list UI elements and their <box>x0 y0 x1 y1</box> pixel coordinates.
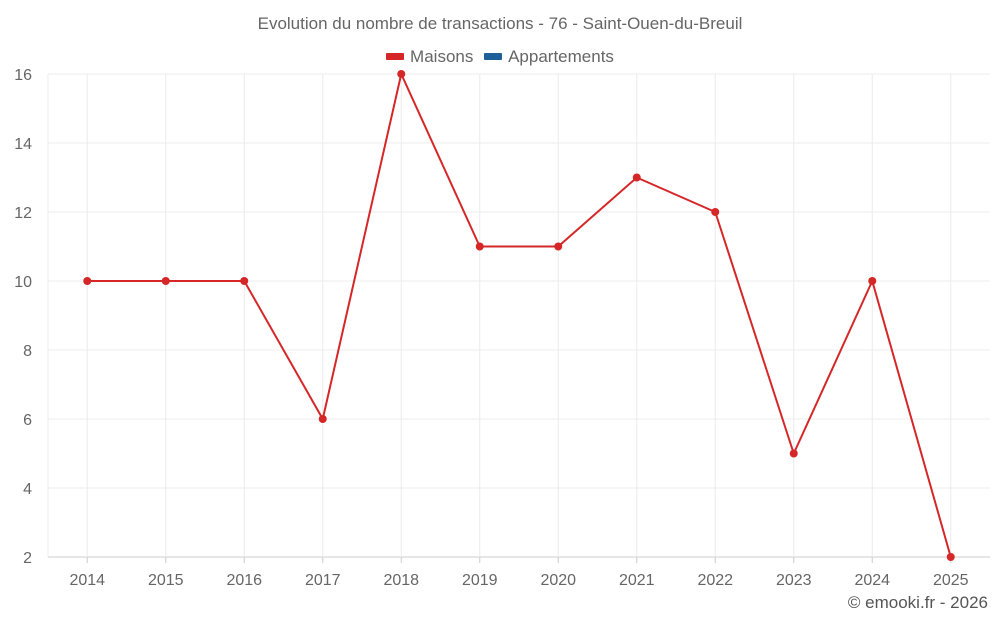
credit-text: © emooki.fr - 2026 <box>847 593 988 612</box>
data-point <box>161 277 170 285</box>
data-point <box>868 277 877 285</box>
data-point <box>318 415 327 423</box>
y-tick-label: 2 <box>23 550 32 567</box>
data-point <box>475 242 484 251</box>
x-tick-label: 2023 <box>776 572 812 589</box>
legend-item-appartements[interactable]: Appartements <box>484 47 614 67</box>
data-point <box>711 208 720 216</box>
chart-title: Evolution du nombre de transactions - 76… <box>257 14 743 33</box>
series-line-maisons <box>87 73 952 558</box>
x-tick-label: 2024 <box>854 572 890 589</box>
legend: Maisons Appartements <box>0 45 1000 67</box>
y-tick-label: 12 <box>14 205 32 222</box>
x-tick-label: 2022 <box>697 572 733 589</box>
data-point <box>240 277 249 285</box>
y-tick-label: 8 <box>23 343 32 360</box>
x-tick-label: 2025 <box>933 572 969 589</box>
legend-swatch-maisons <box>386 53 405 60</box>
legend-swatch-appartements <box>484 53 503 60</box>
data-point <box>83 277 92 285</box>
x-tick-label: 2019 <box>462 572 498 589</box>
y-tick-label: 6 <box>23 412 32 429</box>
x-tick-label: 2021 <box>619 572 655 589</box>
legend-label-maisons: Maisons <box>410 46 474 66</box>
x-tick-label: 2015 <box>148 572 184 589</box>
y-tick-label: 14 <box>14 136 32 153</box>
data-point <box>397 70 406 78</box>
y-tick-label: 16 <box>14 67 32 84</box>
data-point <box>946 553 955 561</box>
data-point <box>554 242 563 251</box>
legend-label-appartements: Appartements <box>508 46 614 66</box>
x-tick-label: 2017 <box>305 572 341 589</box>
y-tick-label: 4 <box>23 481 32 498</box>
x-tick-label: 2018 <box>383 572 419 589</box>
x-tick-label: 2016 <box>226 572 262 589</box>
legend-item-maisons[interactable]: Maisons <box>386 47 473 67</box>
x-tick-label: 2020 <box>540 572 576 589</box>
x-tick-label: 2014 <box>69 572 105 589</box>
data-point <box>789 449 798 458</box>
data-point <box>632 173 641 182</box>
y-tick-label: 10 <box>14 274 32 291</box>
